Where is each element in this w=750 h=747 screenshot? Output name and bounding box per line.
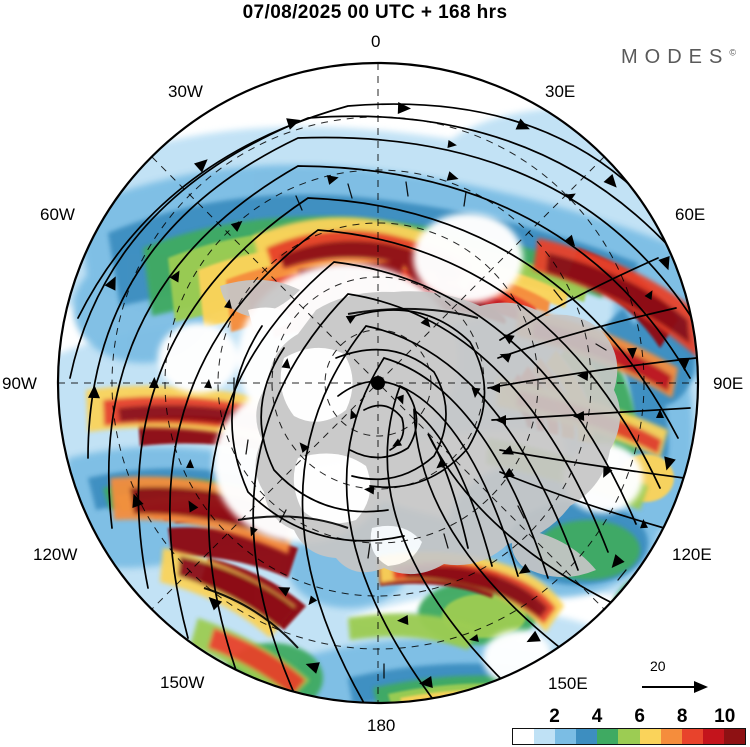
modes-watermark: MODES©	[621, 46, 736, 69]
colorbar	[512, 728, 746, 745]
colorbar-tick-6: 6	[634, 706, 645, 727]
south-pole-marker	[371, 376, 385, 390]
longitude-label-60w: 60W	[40, 205, 75, 224]
longitude-label-60e: 60E	[675, 205, 706, 224]
colorbar-band-5	[618, 729, 640, 744]
colorbar-tick-8: 8	[676, 706, 688, 727]
longitude-label-120w: 120W	[33, 545, 78, 564]
colorbar-band-4	[597, 729, 619, 744]
colorbar-tick-10: 10	[714, 706, 736, 727]
colorbar-band-8	[681, 729, 703, 744]
wind-vector-key: 20	[640, 658, 736, 702]
colorbar-tick-2: 2	[549, 706, 560, 727]
colorbar-band-1	[534, 729, 556, 744]
colorbar-band-9	[702, 729, 724, 744]
map-boundary-circle	[56, 61, 700, 705]
wind-streamlines	[69, 103, 697, 703]
longitude-label-30w: 30W	[168, 82, 203, 101]
longitude-label-150e: 150E	[548, 674, 588, 693]
wind-vector-key-label: 20	[650, 658, 666, 674]
colorbar-band-2	[555, 729, 577, 744]
wind-vector-key-arrow	[642, 681, 708, 693]
brand-text: MODES	[621, 46, 730, 68]
longitude-label-0: 0	[371, 32, 381, 51]
polar-stereographic-plot	[56, 61, 700, 705]
longitude-label-90w: 90W	[2, 374, 37, 393]
longitude-label-90e: 90E	[713, 374, 744, 393]
jet-axis-contour	[203, 307, 479, 649]
streamline-arrowheads	[88, 102, 690, 688]
copyright-icon: ©	[729, 47, 736, 58]
colorbar-tick-4: 4	[591, 706, 603, 727]
longitude-label-180: 180	[367, 716, 396, 735]
longitude-label-120e: 120E	[672, 545, 712, 564]
colorbar-band-3	[576, 729, 598, 744]
page-title: 07/08/2025 00 UTC + 168 hrs	[242, 2, 508, 23]
longitude-label-150w: 150W	[160, 673, 205, 692]
colorbar-band-10	[723, 729, 746, 744]
polar-map: 0 30E 60E 90E 120E 150E 180 150W 120W 90W 60W 30W	[2, 32, 743, 735]
longitude-label-30e: 30E	[545, 82, 576, 101]
longitude-gridlines	[58, 63, 698, 703]
colorbar-band-0	[513, 729, 535, 744]
colorbar-band-7	[660, 729, 682, 744]
colorbar-band-6	[639, 729, 661, 744]
colorbar-ticks: 2 4 6 8 10	[512, 706, 746, 728]
